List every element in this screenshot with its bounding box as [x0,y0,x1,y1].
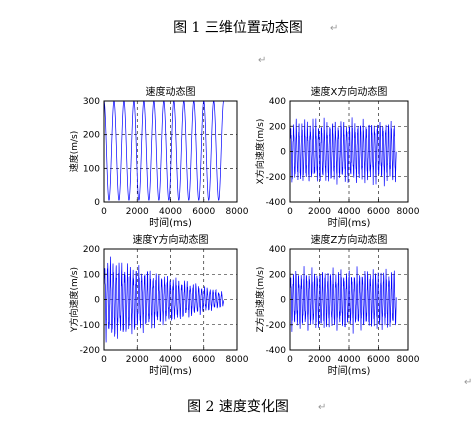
y-tick-label: 0 [94,296,100,306]
figure-2-caption: 图 2 速度变化图 [187,399,289,415]
x-tick-label: 8000 [397,207,420,217]
x-axis-label: 时间(ms) [328,216,371,229]
x-tick-label: 0 [101,355,107,365]
y-tick-label: 0 [94,198,100,208]
y-axis-label: X方向速度(m/s) [254,119,266,185]
y-axis-label: 速度(m/s) [68,131,80,173]
y-axis-label: Z方向速度(m/s) [254,267,266,333]
y-tick-label: 400 [269,97,286,107]
chart-panel-3: 0 2000 4000 6000 8000 -200 -100 0 100 200 速度Y方向动态图… [68,233,249,377]
x-tick-label: 4000 [338,207,361,217]
x-tick-label: 0 [101,207,107,217]
x-tick-label: 2000 [308,355,331,365]
x-tick-label: 6000 [367,207,390,217]
y-tick-label: 200 [83,131,100,141]
chart-panel-4: 0 2000 4000 6000 8000 -400 -200 0 200 400 速度Z方向动态图… [254,233,420,377]
paragraph-mark: ↵ [258,55,267,66]
y-tick-label: -200 [80,346,101,356]
y-tick-label: 200 [269,122,286,132]
paragraph-mark: ↵ [464,377,473,388]
series-line [103,256,225,343]
x-tick-label: 6000 [192,207,215,217]
x-tick-label: 8000 [226,207,249,217]
x-tick-label: 6000 [192,355,215,365]
x-tick-label: 4000 [159,207,182,217]
y-tick-label: -200 [266,321,287,331]
y-tick-label: 0 [280,296,286,306]
chart-title: 速度Y方向动态图 [132,233,208,246]
y-tick-label: 400 [269,245,286,255]
y-tick-label: 0 [280,148,286,158]
chart-title: 速度X方向动态图 [311,85,388,98]
y-tick-label: -100 [80,321,101,331]
y-tick-label: 100 [83,164,100,174]
y-tick-label: 300 [83,97,100,107]
x-tick-label: 6000 [367,355,390,365]
x-tick-label: 4000 [159,355,182,365]
x-tick-label: 4000 [338,355,361,365]
series-line [289,266,397,334]
x-axis-label: 时间(ms) [149,216,192,229]
chart-title: 速度动态图 [146,85,196,98]
figure-1-caption: 图 1 三维位置动态图 [173,20,303,36]
y-tick-label: -400 [266,346,287,356]
x-tick-label: 2000 [126,355,149,365]
x-tick-label: 0 [287,207,293,217]
x-tick-label: 2000 [308,207,331,217]
chart-panel-2: 0 2000 4000 6000 8000 -400 -200 0 200 400 速度X方向动态图… [254,85,420,229]
y-tick-label: -200 [266,173,287,183]
y-axis-label: Y方向速度(m/s) [68,267,80,333]
chart-title: 速度Z方向动态图 [311,233,388,246]
x-tick-label: 8000 [397,355,420,365]
paragraph-mark: ↵ [330,23,339,34]
x-axis-label: 时间(ms) [149,364,192,377]
y-tick-label: 100 [83,270,100,280]
paragraph-mark: ↵ [318,402,327,413]
y-tick-label: 200 [83,245,100,255]
y-tick-label: -400 [266,198,287,208]
x-tick-label: 2000 [126,207,149,217]
x-axis-label: 时间(ms) [328,364,371,377]
y-tick-label: 200 [269,270,286,280]
series-line [289,117,397,187]
x-tick-label: 8000 [226,355,249,365]
x-tick-label: 0 [287,355,293,365]
